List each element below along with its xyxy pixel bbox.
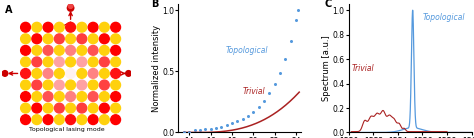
Circle shape <box>88 34 98 44</box>
Circle shape <box>43 92 53 101</box>
Circle shape <box>111 57 120 67</box>
Circle shape <box>21 115 30 124</box>
Circle shape <box>88 115 98 124</box>
Circle shape <box>88 69 98 78</box>
Circle shape <box>77 92 87 101</box>
Y-axis label: Spectrum [a.u.]: Spectrum [a.u.] <box>322 35 331 101</box>
Circle shape <box>32 80 42 90</box>
Circle shape <box>32 22 42 32</box>
Circle shape <box>43 57 53 67</box>
Circle shape <box>21 92 30 101</box>
Circle shape <box>21 69 30 78</box>
Text: Trivial: Trivial <box>351 64 374 73</box>
Circle shape <box>32 34 42 44</box>
Circle shape <box>126 71 131 76</box>
Circle shape <box>111 92 120 101</box>
Circle shape <box>100 69 109 78</box>
Text: B: B <box>152 0 159 9</box>
Circle shape <box>66 22 75 32</box>
Circle shape <box>32 92 42 101</box>
Circle shape <box>55 57 64 67</box>
Text: C: C <box>324 0 331 9</box>
Circle shape <box>111 69 120 78</box>
Circle shape <box>111 22 120 32</box>
Circle shape <box>66 115 75 124</box>
Circle shape <box>66 34 75 44</box>
Text: A: A <box>5 5 12 15</box>
Circle shape <box>43 22 53 32</box>
Text: Topological: Topological <box>422 13 465 22</box>
Circle shape <box>111 103 120 113</box>
Circle shape <box>88 80 98 90</box>
Circle shape <box>66 103 75 113</box>
Circle shape <box>77 57 87 67</box>
Circle shape <box>111 45 120 55</box>
Circle shape <box>55 69 64 78</box>
Circle shape <box>43 69 53 78</box>
Circle shape <box>55 45 64 55</box>
Circle shape <box>100 45 109 55</box>
Circle shape <box>43 34 53 44</box>
Circle shape <box>32 115 42 124</box>
Circle shape <box>32 45 42 55</box>
Circle shape <box>55 92 64 101</box>
Text: Topological: Topological <box>225 46 268 55</box>
Text: Topological lasing mode: Topological lasing mode <box>29 128 105 132</box>
Circle shape <box>55 103 64 113</box>
Circle shape <box>77 22 87 32</box>
Circle shape <box>111 34 120 44</box>
Circle shape <box>88 92 98 101</box>
Circle shape <box>111 115 120 124</box>
Text: Trivial: Trivial <box>242 87 265 96</box>
Circle shape <box>21 34 30 44</box>
Circle shape <box>55 22 64 32</box>
Circle shape <box>43 103 53 113</box>
Circle shape <box>21 45 30 55</box>
Circle shape <box>55 80 64 90</box>
Circle shape <box>43 80 53 90</box>
Circle shape <box>32 69 42 78</box>
Circle shape <box>68 4 73 8</box>
Circle shape <box>77 34 87 44</box>
Circle shape <box>55 115 64 124</box>
Circle shape <box>43 45 53 55</box>
Circle shape <box>21 57 30 67</box>
Circle shape <box>100 92 109 101</box>
Circle shape <box>66 69 75 78</box>
Circle shape <box>21 103 30 113</box>
Circle shape <box>100 22 109 32</box>
Circle shape <box>100 34 109 44</box>
Circle shape <box>77 115 87 124</box>
Circle shape <box>67 5 74 11</box>
Circle shape <box>32 57 42 67</box>
Circle shape <box>55 34 64 44</box>
Circle shape <box>2 71 8 76</box>
Circle shape <box>66 80 75 90</box>
Circle shape <box>66 57 75 67</box>
Circle shape <box>100 57 109 67</box>
Circle shape <box>77 80 87 90</box>
Circle shape <box>77 45 87 55</box>
Circle shape <box>100 103 109 113</box>
Y-axis label: Normalized intensity: Normalized intensity <box>152 25 161 112</box>
Circle shape <box>88 103 98 113</box>
Circle shape <box>21 22 30 32</box>
Circle shape <box>88 57 98 67</box>
Circle shape <box>88 45 98 55</box>
Circle shape <box>100 115 109 124</box>
Circle shape <box>100 80 109 90</box>
Circle shape <box>32 103 42 113</box>
Circle shape <box>77 69 87 78</box>
Circle shape <box>66 45 75 55</box>
Circle shape <box>111 80 120 90</box>
Circle shape <box>43 115 53 124</box>
Circle shape <box>21 80 30 90</box>
Circle shape <box>77 103 87 113</box>
Circle shape <box>66 92 75 101</box>
Circle shape <box>88 22 98 32</box>
